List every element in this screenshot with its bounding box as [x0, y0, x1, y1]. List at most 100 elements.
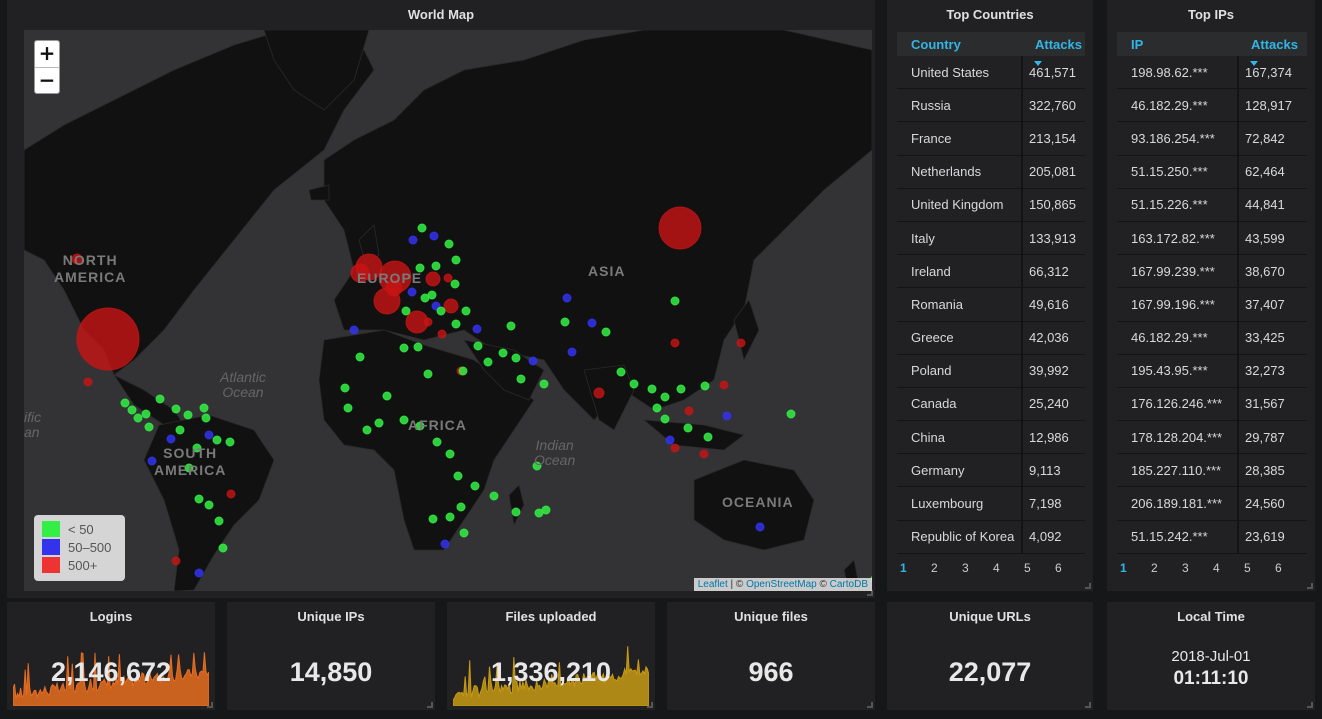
panel-resize-handle[interactable] — [867, 702, 873, 708]
table-row[interactable]: Greece 42,036 — [897, 321, 1085, 355]
attack-marker — [670, 296, 680, 306]
table-row[interactable]: 46.182.29.*** 128,917 — [1117, 89, 1307, 123]
table-row[interactable]: 178.128.204.*** 29,787 — [1117, 421, 1307, 455]
table-row[interactable]: Germany 9,113 — [897, 454, 1085, 488]
map-canvas[interactable] — [24, 30, 872, 591]
table-row[interactable]: 93.186.254.*** 72,842 — [1117, 122, 1307, 156]
panel-resize-handle[interactable] — [647, 702, 653, 708]
attack-marker — [498, 348, 508, 358]
attack-marker — [201, 413, 211, 423]
column-header-ip[interactable]: IP — [1131, 36, 1144, 52]
leaflet-link[interactable]: Leaflet — [697, 579, 728, 590]
table-row[interactable]: France 213,154 — [897, 122, 1085, 156]
page-link[interactable]: 3 — [962, 561, 969, 575]
panel-resize-handle[interactable] — [867, 590, 873, 596]
attack-marker — [665, 435, 675, 445]
cell-name: 93.186.254.*** — [1131, 130, 1215, 146]
table-row[interactable]: 51.15.242.*** 23,619 — [1117, 520, 1307, 554]
table-row[interactable]: 163.172.82.*** 43,599 — [1117, 221, 1307, 256]
table-row[interactable]: Italy 133,913 — [897, 221, 1085, 256]
osm-link[interactable]: OpenStreetMap — [746, 579, 817, 590]
table-row[interactable]: 167.99.239.*** 38,670 — [1117, 255, 1307, 289]
attack-marker — [194, 494, 204, 504]
attack-marker — [350, 263, 370, 283]
panel-resize-handle[interactable] — [1307, 583, 1313, 589]
pagination: 1 2 3 4 5 6 — [1117, 561, 1303, 575]
table-row[interactable]: 206.189.181.*** 24,560 — [1117, 487, 1307, 521]
table-row[interactable]: Canada 25,240 — [897, 387, 1085, 422]
landmass-6 — [508, 484, 525, 527]
column-header-attacks[interactable]: Attacks — [1035, 36, 1082, 52]
table-row[interactable]: China 12,986 — [897, 421, 1085, 455]
cell-attacks: 37,407 — [1237, 288, 1285, 321]
page-link[interactable]: 2 — [931, 561, 938, 575]
table-row[interactable]: 167.99.196.*** 37,407 — [1117, 288, 1307, 322]
landmass-8 — [583, 364, 635, 431]
attack-marker — [218, 543, 228, 553]
table-row[interactable]: Republic of Korea 4,092 — [897, 520, 1085, 554]
panel-resize-handle[interactable] — [1085, 702, 1091, 708]
table-row[interactable]: 185.227.110.*** 28,385 — [1117, 454, 1307, 488]
table-row[interactable]: Russia 322,760 — [897, 89, 1085, 123]
column-header-attacks[interactable]: Attacks — [1251, 36, 1298, 52]
landmass-1 — [263, 30, 370, 111]
cell-attacks: 49,616 — [1021, 288, 1069, 321]
attack-marker — [423, 369, 433, 379]
cell-name: United Kingdom — [911, 197, 1004, 213]
page-link[interactable]: 4 — [993, 561, 1000, 575]
page-link[interactable]: 2 — [1151, 561, 1158, 575]
page-link[interactable]: 6 — [1055, 561, 1062, 575]
cell-name: 176.126.246.*** — [1131, 396, 1223, 412]
table-row[interactable]: 46.182.29.*** 33,425 — [1117, 321, 1307, 355]
table-row[interactable]: 51.15.226.*** 44,841 — [1117, 188, 1307, 222]
attack-marker — [127, 405, 137, 415]
page-link[interactable]: 3 — [1182, 561, 1189, 575]
cell-attacks: 205,081 — [1021, 155, 1076, 188]
table-row[interactable]: Romania 49,616 — [897, 288, 1085, 322]
countries-table: Country Attacks United States 461,571 Russ… — [897, 32, 1085, 554]
cell-name: 185.227.110.*** — [1131, 462, 1222, 478]
attack-marker — [408, 235, 418, 245]
cell-attacks: 43,599 — [1237, 221, 1285, 255]
unique-files-panel: Unique files 966 — [667, 602, 875, 710]
cell-attacks: 38,670 — [1237, 255, 1285, 288]
world-map-panel: World Map NORTH AMERICA SOUTH AMERICA EU… — [7, 0, 875, 598]
table-row[interactable]: Poland 39,992 — [897, 354, 1085, 388]
table-row[interactable]: Ireland 66,312 — [897, 255, 1085, 289]
page-link[interactable]: 5 — [1244, 561, 1251, 575]
zoom-out-button[interactable]: − — [35, 67, 59, 93]
label-oceania: OCEANIA — [722, 494, 794, 510]
table-row[interactable]: Luxembourg 7,198 — [897, 487, 1085, 521]
panel-resize-handle[interactable] — [1085, 583, 1091, 589]
attack-marker — [660, 392, 670, 402]
panel-resize-handle[interactable] — [427, 702, 433, 708]
page-link[interactable]: 1 — [1120, 561, 1127, 575]
table-row[interactable]: United Kingdom 150,865 — [897, 188, 1085, 222]
cell-attacks: 213,154 — [1021, 122, 1076, 155]
table-row[interactable]: 51.15.250.*** 62,464 — [1117, 155, 1307, 189]
page-link[interactable]: 6 — [1275, 561, 1282, 575]
zoom-in-button[interactable]: + — [38, 41, 56, 65]
table-row[interactable]: Netherlands 205,081 — [897, 155, 1085, 189]
table-row[interactable]: United States 461,571 — [897, 56, 1085, 90]
panel-resize-handle[interactable] — [207, 702, 213, 708]
page-link[interactable]: 5 — [1024, 561, 1031, 575]
label-atlantic-ocean: Atlantic Ocean — [220, 369, 266, 400]
cell-name: China — [911, 429, 945, 445]
attack-marker — [528, 356, 538, 366]
table-row[interactable]: 176.126.246.*** 31,567 — [1117, 387, 1307, 422]
cell-name: France — [911, 130, 952, 146]
cartodb-link[interactable]: CartoDB — [829, 579, 868, 590]
table-row[interactable]: 195.43.95.*** 32,273 — [1117, 354, 1307, 388]
world-map[interactable]: NORTH AMERICA SOUTH AMERICA EUROPE ASIA … — [24, 30, 872, 591]
attack-marker — [658, 206, 702, 250]
table-row[interactable]: 198.98.62.*** 167,374 — [1117, 56, 1307, 90]
page-link[interactable]: 4 — [1213, 561, 1220, 575]
column-header-country[interactable]: Country — [911, 36, 961, 52]
cell-name: 51.15.250.*** — [1131, 164, 1208, 180]
attack-marker — [382, 391, 392, 401]
page-link[interactable]: 1 — [900, 561, 907, 575]
cell-name: Italy — [911, 230, 935, 246]
panel-title: Unique URLs — [949, 609, 1031, 624]
panel-resize-handle[interactable] — [1307, 702, 1313, 708]
